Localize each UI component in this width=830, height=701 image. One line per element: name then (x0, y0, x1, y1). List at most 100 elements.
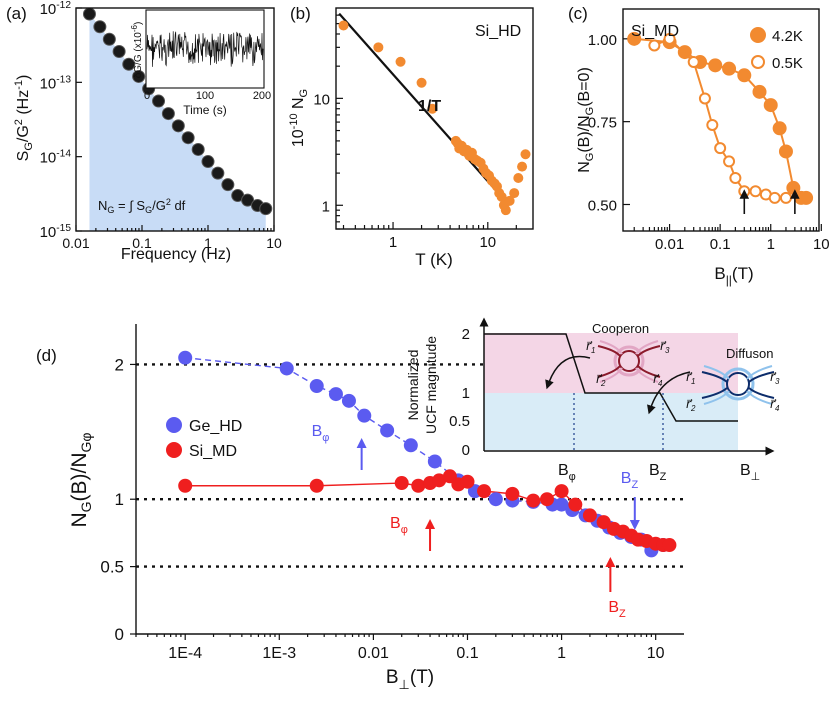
cooperon-label: Cooperon (592, 321, 649, 336)
panel-a-point (259, 202, 273, 216)
cooperon-legs-ghost (599, 340, 659, 383)
panel-d-ytick-label: 2 (115, 355, 124, 374)
diffuson-r4: r⃗4 (770, 397, 780, 413)
panel-d-point-Ge_HD (427, 454, 442, 469)
diffuson-legs (701, 371, 775, 399)
panel-d-xtick-label: 0.1 (456, 645, 478, 662)
panel-a-xtick-label: 0.1 (132, 235, 152, 251)
panel-b-xlabel: T (K) (415, 250, 452, 269)
panel-a-point (181, 131, 195, 145)
panel-b: (b) 1 10 1 10 Si_HD 1/T T (K) 10-10 NG (288, 4, 534, 269)
inset-bz-label: BZ (649, 462, 667, 483)
panel-d-point-Si_MD (178, 478, 193, 493)
panel-d-inset: 2 1 0.5 0 Normalized UCF magnitude Bφ BZ… (405, 317, 780, 483)
cooperon-r3: r⃗3 (660, 339, 670, 355)
panel-a-xlabel: Frequency (Hz) (121, 246, 231, 263)
panel-c-ytick-label: 0.75 (588, 115, 617, 132)
panel-b-label: (b) (290, 4, 311, 23)
panel-c-point-0.5K (698, 92, 711, 105)
panel-a-point (112, 44, 126, 58)
panel-c-point-0.5K (723, 155, 736, 168)
panel-a-ytick-label: 10-14 (40, 149, 72, 167)
panel-d-xtick-label: 1E-3 (262, 645, 296, 662)
panel-a-xtick-label: 1 (204, 235, 212, 251)
panel-c-point-0.5K (779, 191, 792, 204)
panel-d-annotation-label: Bφ (390, 515, 408, 536)
panel-c-xtick-label: 1 (767, 236, 775, 253)
panel-c-point-4.2K (772, 121, 787, 136)
panel-d-point-Si_MD (411, 478, 426, 493)
panel-c-label: (c) (568, 4, 588, 23)
panel-b-point (517, 161, 528, 172)
legend-marker-Si_MD (166, 442, 182, 458)
panel-d-ylabel: NG(B)/NGφ (68, 432, 94, 527)
panel-c-point-4.2K (722, 61, 737, 76)
panel-c-title: Si_MD (631, 23, 679, 40)
panel-d-point-Ge_HD (488, 492, 503, 507)
panel-b-ticks: 1 10 1 10 (313, 14, 517, 251)
panel-d-point-Ge_HD (328, 387, 343, 402)
legend-label-0.5K: 0.5K (772, 55, 803, 72)
panel-c-arrows (739, 189, 800, 214)
cooperon-diagram: Cooperon r⃗1 r⃗3 r⃗2 r⃗4 (586, 321, 670, 388)
panel-d-point-Ge_HD (341, 393, 356, 408)
panel-a-integral-area (89, 14, 266, 231)
panel-a-inset-tick-200: 200 (253, 90, 271, 102)
panel-a-point (102, 32, 116, 46)
diffuson-legs-ghost (703, 365, 773, 405)
panel-a-xtick-label: 0.01 (62, 235, 89, 251)
panel-d-point-Si_MD (596, 515, 611, 530)
panel-c-point-0.5K (706, 118, 719, 131)
panel-b-fit-label: 1/T (418, 98, 441, 115)
panel-d-ytick-label: 0 (115, 625, 124, 644)
panel-d-annotation-label: Bφ (312, 423, 330, 444)
panel-a-point (82, 7, 96, 21)
diffuson-loop-outer (721, 367, 755, 401)
panel-d-point-Si_MD (568, 497, 583, 512)
legend-label-Ge_HD: Ge_HD (189, 418, 242, 435)
panel-a-inset-noise-trace (146, 31, 264, 67)
panel-b-point (509, 188, 520, 199)
panel-a-axes-frame (75, 7, 275, 232)
panel-d-point-Si_MD (540, 492, 555, 507)
panel-c-point-4.2K (737, 68, 752, 83)
panel-a-point (161, 107, 175, 121)
panel-d-point-Ge_HD (403, 438, 418, 453)
panel-d-series (178, 350, 677, 558)
panel-a-point (221, 178, 235, 192)
panel-c-legend: 4.2K 0.5K (750, 27, 803, 72)
inset-ytick-1: 1 (462, 385, 470, 402)
inset-step-curve (484, 333, 738, 422)
inset-ytick-0: 0 (462, 442, 470, 459)
panel-b-ytick-label: 10 (313, 91, 330, 108)
cooperon-r1: r⃗1 (586, 339, 595, 355)
panel-d-point-Ge_HD (357, 408, 372, 423)
panel-b-point (395, 56, 406, 67)
diffuson-r2: r⃗2 (686, 397, 696, 413)
panel-d-point-Si_MD (432, 473, 447, 488)
panel-b-xtick-label: 1 (389, 234, 397, 251)
panel-c-axes-frame (622, 8, 820, 232)
inset-ytick-0.5: 0.5 (449, 413, 470, 430)
panel-d-xtick-label: 1 (557, 645, 566, 662)
panel-d-point-Si_MD (526, 493, 541, 508)
panel-c-series (627, 31, 814, 205)
inset-cooperon-arrow (545, 355, 591, 390)
panel-a-inset-tick-0: 0 (144, 90, 150, 102)
panel-b-point (504, 195, 515, 206)
panel-d-xtick-label: 10 (647, 645, 665, 662)
panel-c-xtick-label: 0.01 (655, 236, 684, 253)
panel-c-xlabel: B||(T) (714, 264, 753, 287)
inset-xlabel: B⊥ (740, 462, 760, 483)
panel-d-point-Ge_HD (279, 361, 294, 376)
cooperon-r4: r⃗4 (653, 372, 663, 388)
panel-d-point-Si_MD (477, 484, 492, 499)
panel-d-axes (135, 324, 684, 635)
cooperon-r2: r⃗2 (596, 372, 606, 388)
panel-c-ticks: 0.01 0.1 1 10 0.50 0.75 1.00 (588, 32, 830, 253)
panel-d-point-Si_MD (460, 474, 475, 489)
inset-diffuson-arrow (647, 371, 691, 415)
